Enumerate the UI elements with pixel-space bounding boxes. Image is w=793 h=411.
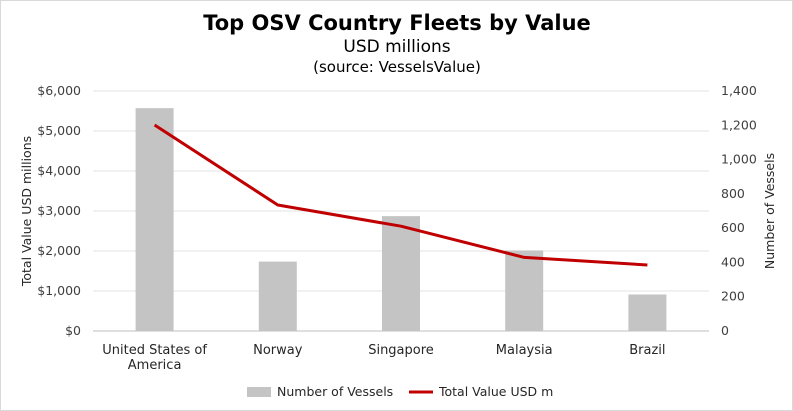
y-right-tick-label: 800 bbox=[721, 186, 745, 201]
x-category-label: America bbox=[128, 358, 182, 373]
chart-title: Top OSV Country Fleets by Value bbox=[203, 11, 591, 35]
x-category-label: Singapore bbox=[368, 343, 434, 358]
y-left-tick-label: $1,000 bbox=[37, 283, 81, 298]
y-left-tick-label: $4,000 bbox=[37, 163, 81, 178]
bar bbox=[628, 294, 667, 331]
x-category-label: Norway bbox=[253, 343, 303, 358]
legend-line-label: Total Value USD m bbox=[438, 384, 553, 399]
y-left-axis-title: Total Value USD millions bbox=[19, 136, 34, 287]
bar bbox=[505, 250, 544, 331]
y-left-tick-label: $5,000 bbox=[37, 123, 81, 138]
x-category-label: Malaysia bbox=[496, 343, 553, 358]
line-series-path bbox=[153, 123, 648, 267]
y-left-tick-labels: $0 $1,000 $2,000 $3,000 $4,000 $5,000 $6,000 bbox=[37, 83, 81, 338]
y-right-tick-label: 1,200 bbox=[721, 117, 757, 132]
y-left-tick-label: $0 bbox=[65, 323, 81, 338]
y-left-tick-label: $6,000 bbox=[37, 83, 81, 98]
legend: Number of Vessels Total Value USD m bbox=[247, 384, 553, 399]
y-right-tick-label: 600 bbox=[721, 220, 745, 235]
y-right-axis-title: Number of Vessels bbox=[762, 153, 777, 269]
chart-subtitle: USD millions bbox=[343, 37, 450, 57]
y-right-tick-label: 1,400 bbox=[721, 83, 757, 98]
x-category-label: Brazil bbox=[629, 343, 665, 358]
chart-source: (source: VesselsValue) bbox=[313, 58, 481, 76]
y-left-tick-label: $2,000 bbox=[37, 243, 81, 258]
bar bbox=[258, 261, 297, 331]
bar bbox=[135, 108, 174, 332]
x-category-label: United States of bbox=[102, 343, 207, 358]
y-right-tick-label: 200 bbox=[721, 289, 745, 304]
y-right-tick-label: 1,000 bbox=[721, 152, 757, 167]
line-series bbox=[153, 123, 648, 267]
y-left-tick-label: $3,000 bbox=[37, 203, 81, 218]
y-right-tick-label: 400 bbox=[721, 254, 745, 269]
legend-bar-swatch bbox=[247, 387, 271, 397]
y-right-tick-labels: 0 200 400 600 800 1,000 1,200 1,400 bbox=[721, 83, 757, 338]
legend-bar-label: Number of Vessels bbox=[277, 384, 393, 399]
bar-series bbox=[135, 108, 667, 332]
y-right-tick-label: 0 bbox=[721, 323, 729, 338]
bar bbox=[382, 216, 420, 331]
